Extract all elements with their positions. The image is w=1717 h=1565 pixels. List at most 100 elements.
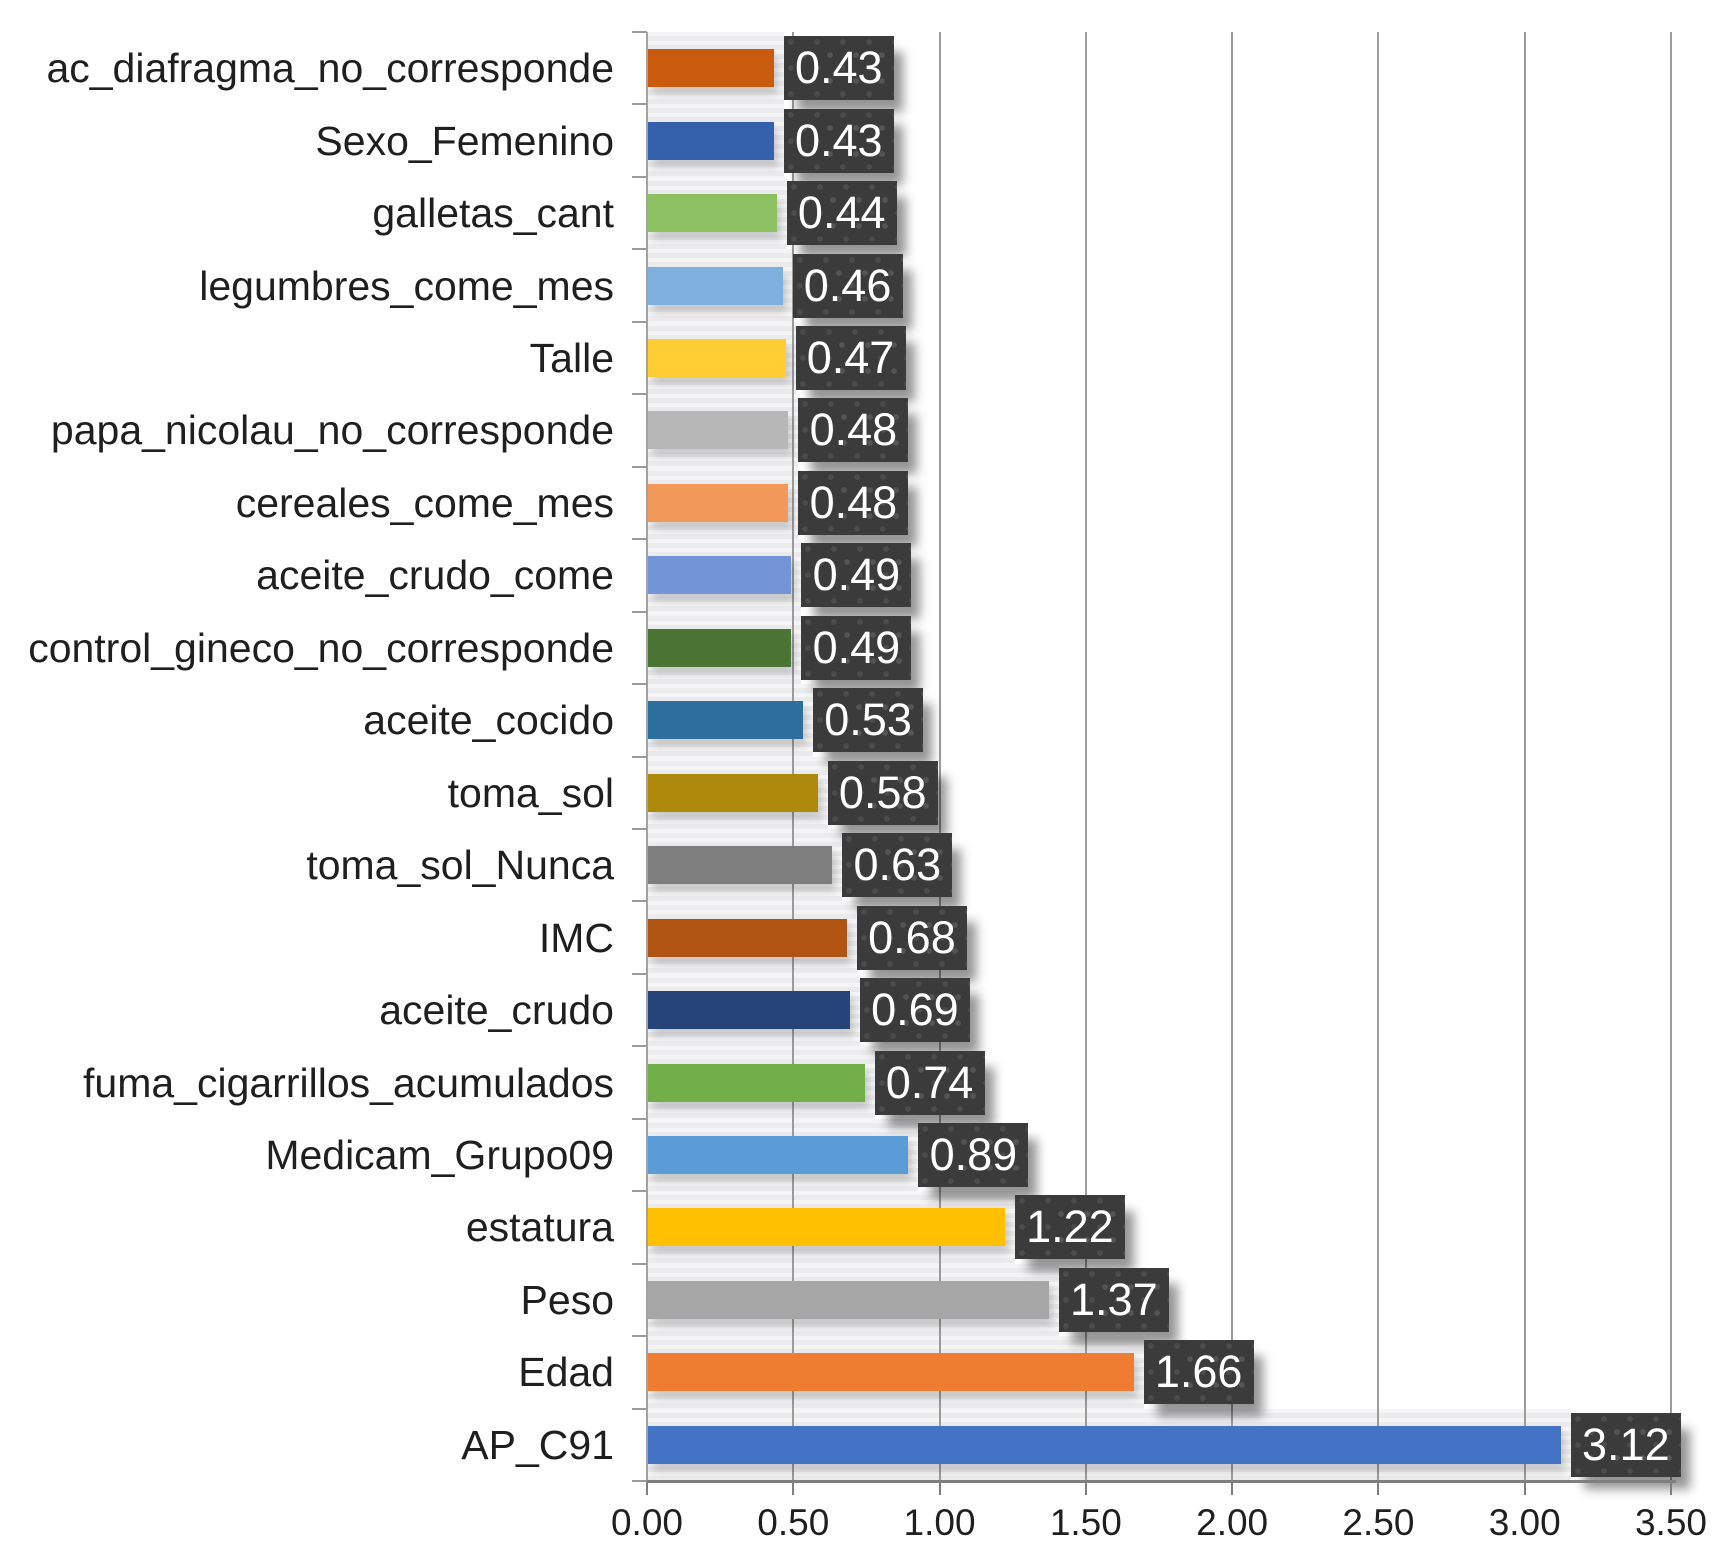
y-axis-tick [632,900,647,903]
value-label: 0.53 [813,688,924,753]
y-axis-tick [632,1262,647,1265]
y-axis-tick [632,31,647,33]
y-axis-tick [632,1190,647,1193]
value-label: 0.63 [842,833,953,898]
y-axis-tick [632,393,647,396]
x-axis-tick [1231,1481,1234,1495]
y-axis-tick [632,103,647,106]
y-axis-tick [632,1480,647,1482]
gridline [1231,32,1234,1481]
value-label: 0.46 [792,253,903,318]
y-axis-tick [632,972,647,975]
bar [648,266,783,305]
bar [648,1280,1049,1319]
y-axis-line [646,32,648,1482]
value-label: 0.48 [798,470,909,535]
x-tick-label: 1.00 [903,1502,976,1543]
category-label: Talle [529,335,614,382]
value-label: 0.89 [918,1122,1029,1187]
x-tick-label: 3.00 [1488,1502,1561,1543]
value-label: 0.47 [795,326,906,391]
category-label: aceite_crudo [379,987,614,1034]
category-label: cereales_come_mes [235,479,614,526]
y-axis-tick [632,1335,647,1338]
value-label: 0.68 [856,905,967,970]
category-label: Edad [518,1349,614,1396]
value-label: 0.43 [783,36,894,101]
bar [648,49,774,88]
x-axis-tick [938,1481,941,1495]
value-label: 0.69 [859,978,970,1043]
value-label: 0.44 [786,181,897,246]
gridline [1084,32,1087,1481]
category-label: AP_C91 [461,1421,614,1468]
x-axis-tick [792,1481,795,1495]
gridline [1377,32,1380,1481]
x-tick-label: 0.00 [610,1502,683,1543]
category-label: papa_nicolau_no_corresponde [50,407,614,454]
x-axis-tick [1377,1481,1380,1495]
category-label: Peso [520,1276,614,1323]
bar [648,121,774,160]
x-tick-label: 2.50 [1342,1502,1415,1543]
x-tick-label: 3.50 [1634,1502,1707,1543]
x-tick-label: 2.00 [1196,1502,1269,1543]
bar [648,411,789,450]
bar [648,483,789,522]
gridline [1670,32,1672,1481]
value-label: 1.37 [1058,1267,1169,1332]
bar [648,1425,1561,1464]
x-axis-line [646,1480,1676,1483]
y-axis-tick [632,175,647,178]
category-label: aceite_crudo_come [256,552,614,599]
y-axis-tick [632,538,647,541]
category-label: IMC [538,914,614,961]
x-tick-label: 0.50 [757,1502,830,1543]
y-axis-tick [632,465,647,468]
bar [648,339,786,378]
bar [648,1353,1134,1392]
y-axis-tick [632,1407,647,1410]
bar [648,628,792,667]
bar [648,1208,1005,1247]
value-label: 0.74 [874,1050,985,1115]
x-axis-tick [1084,1481,1087,1495]
bar [648,991,850,1030]
y-axis-tick [632,248,647,251]
category-label: estatura [465,1204,614,1251]
x-axis-tick [646,1481,648,1495]
category-label: toma_sol_Nunca [306,842,614,889]
category-label: ac_diafragma_no_corresponde [46,45,614,92]
value-label: 1.66 [1143,1340,1254,1405]
value-label: 0.49 [801,543,912,608]
bar [648,846,833,885]
bar [648,1063,865,1102]
y-axis-tick [632,827,647,830]
category-label: legumbres_come_mes [199,262,614,309]
bar [648,556,792,595]
bar [648,194,777,233]
category-label: Medicam_Grupo09 [265,1131,614,1178]
value-label: 1.22 [1014,1195,1125,1260]
value-label: 3.12 [1570,1412,1681,1477]
category-label: Sexo_Femenino [315,117,614,164]
bar [648,773,818,812]
category-label: toma_sol [447,769,614,816]
value-label: 0.48 [798,398,909,463]
y-axis-tick [632,1117,647,1120]
y-axis-tick [632,683,647,686]
bar [648,701,804,740]
category-label: aceite_cocido [363,697,614,744]
y-axis-tick [632,1045,647,1048]
category-label: fuma_cigarrillos_acumulados [83,1059,614,1106]
y-axis-tick [632,755,647,758]
bar [648,918,847,957]
x-tick-label: 1.50 [1049,1502,1122,1543]
gridline [938,32,941,1481]
